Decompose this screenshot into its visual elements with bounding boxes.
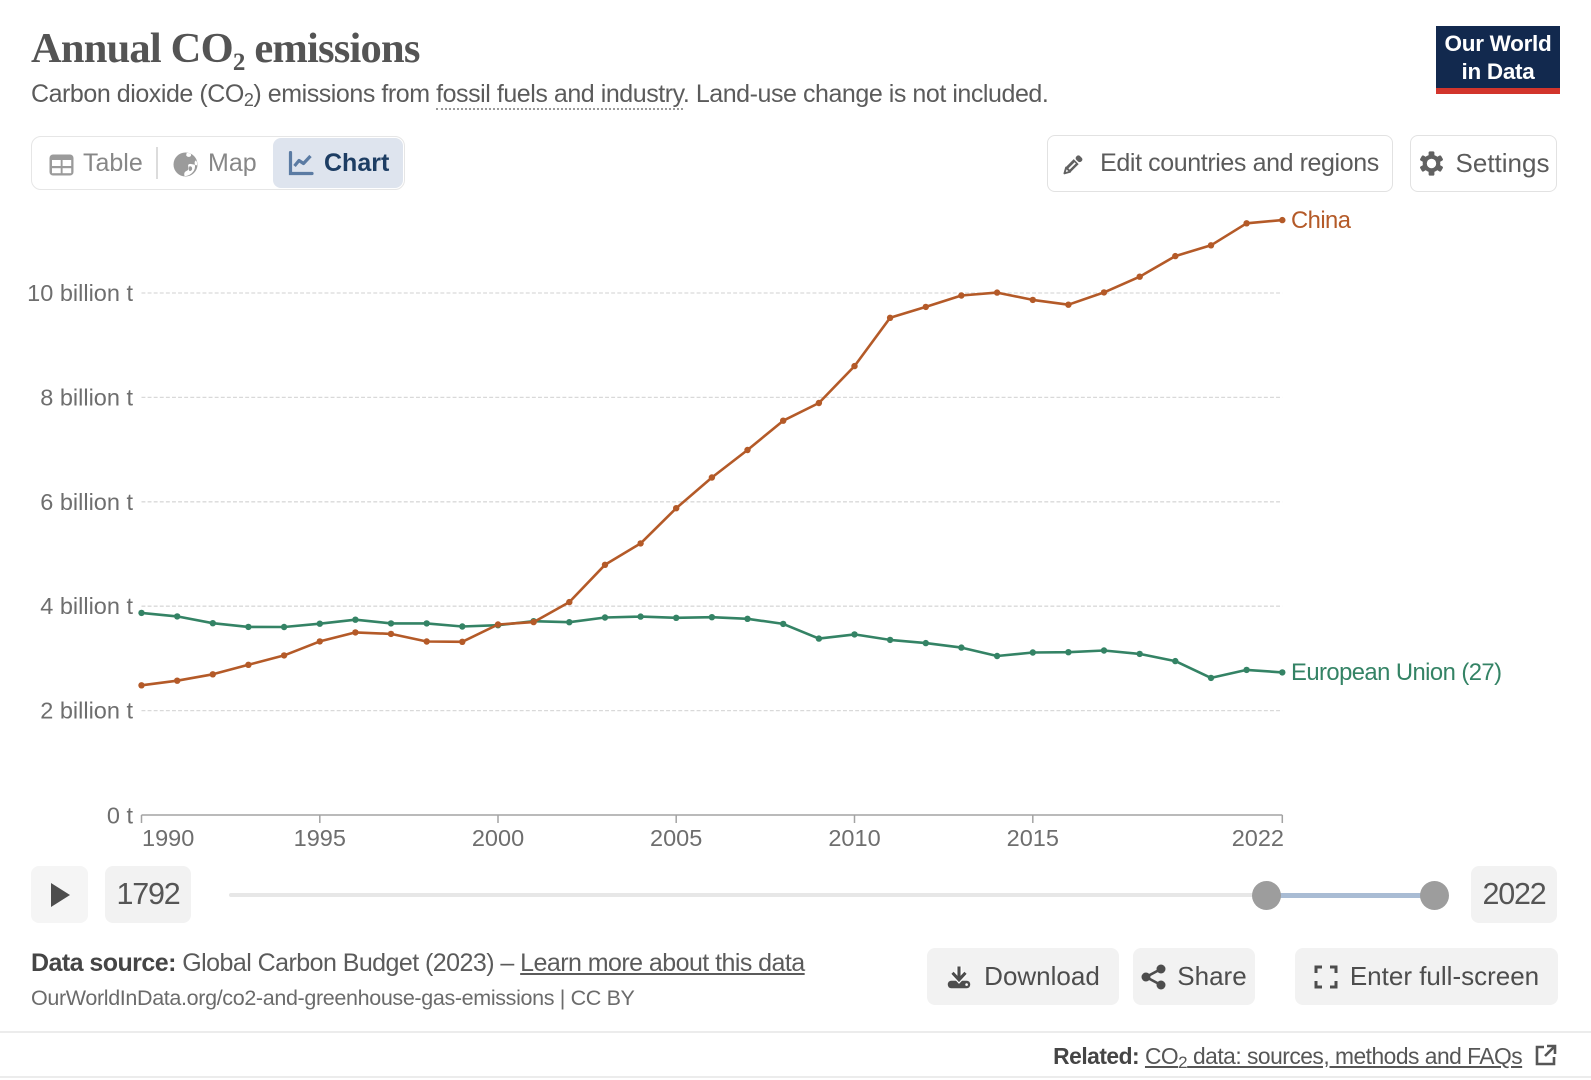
svg-text:10 billion t: 10 billion t	[27, 280, 133, 306]
svg-text:6 billion t: 6 billion t	[40, 489, 133, 515]
svg-text:8 billion t: 8 billion t	[40, 384, 133, 410]
svg-text:2022: 2022	[1232, 825, 1284, 851]
svg-text:2015: 2015	[1007, 825, 1059, 851]
svg-text:2 billion t: 2 billion t	[40, 698, 133, 724]
svg-text:European Union (27): European Union (27)	[1291, 659, 1501, 686]
svg-text:1995: 1995	[294, 825, 346, 851]
svg-text:2010: 2010	[828, 825, 880, 851]
svg-text:0 t: 0 t	[107, 803, 134, 829]
svg-text:1990: 1990	[142, 825, 194, 851]
svg-text:4 billion t: 4 billion t	[40, 593, 133, 619]
svg-text:China: China	[1291, 207, 1352, 234]
svg-text:2005: 2005	[650, 825, 702, 851]
svg-text:2000: 2000	[472, 825, 524, 851]
